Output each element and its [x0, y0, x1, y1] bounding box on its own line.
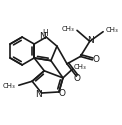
- Text: N: N: [39, 32, 46, 40]
- Text: N: N: [35, 90, 42, 99]
- Text: CH₃: CH₃: [62, 26, 74, 32]
- Text: O: O: [74, 74, 81, 83]
- Text: N: N: [87, 36, 94, 45]
- Text: CH₃: CH₃: [3, 83, 16, 89]
- Text: O: O: [58, 89, 65, 98]
- Text: CH₃: CH₃: [74, 64, 86, 70]
- Text: H: H: [42, 30, 48, 38]
- Text: O: O: [92, 55, 99, 64]
- Text: CH₃: CH₃: [106, 27, 119, 33]
